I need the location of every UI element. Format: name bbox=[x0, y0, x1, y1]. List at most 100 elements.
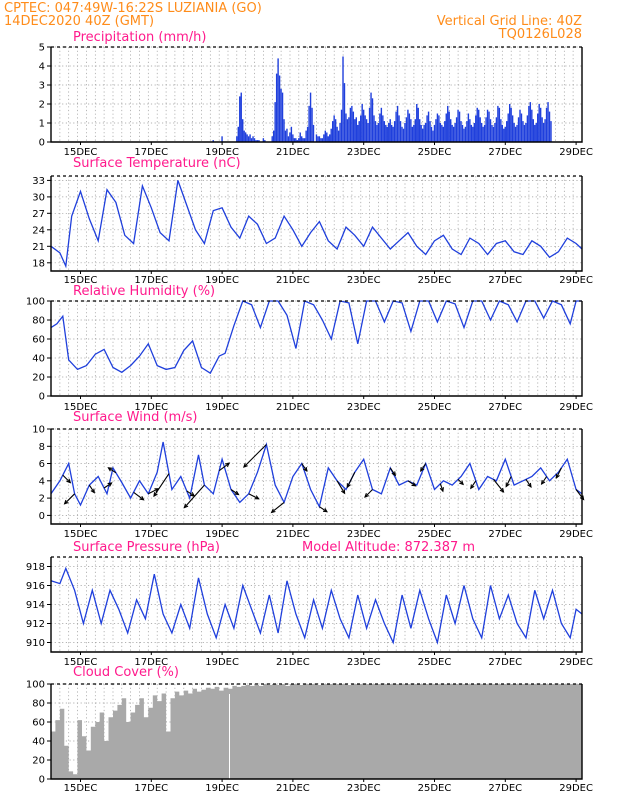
precip-bar bbox=[398, 115, 400, 142]
temperature-xtick-label: 17DEC bbox=[134, 275, 168, 286]
precip-bar bbox=[326, 132, 328, 142]
precip-ytick-label: 5 bbox=[39, 43, 45, 54]
wind-ytick-label: 10 bbox=[32, 425, 45, 436]
precip-bar bbox=[354, 119, 356, 142]
wind-wind-arrow bbox=[63, 493, 75, 505]
wind-arrow-head bbox=[346, 483, 351, 489]
precip-bar bbox=[373, 115, 375, 142]
temperature-xtick-label: 21DEC bbox=[276, 275, 310, 286]
cloud-xtick-label: 29DEC bbox=[559, 783, 593, 794]
precip-bar bbox=[427, 111, 430, 142]
precip-bar bbox=[295, 138, 297, 142]
wind-arrow-head bbox=[555, 473, 560, 480]
precip-bar bbox=[498, 107, 501, 142]
precip-bar bbox=[463, 128, 465, 142]
precip-bar bbox=[312, 124, 315, 142]
temperature-ytick-label: 33 bbox=[32, 176, 45, 187]
precip-bar bbox=[523, 124, 526, 142]
precip-bar bbox=[547, 102, 549, 142]
wind-arrow-head bbox=[322, 508, 328, 513]
wind-arrow-shaft bbox=[420, 463, 427, 472]
wind-wind-arrow bbox=[62, 474, 72, 484]
wind-arrow-shaft bbox=[336, 480, 346, 494]
wind-wind-arrow bbox=[319, 506, 328, 513]
precip-bar bbox=[395, 111, 397, 142]
precip-bar bbox=[339, 123, 341, 142]
wind-xtick-label: 17DEC bbox=[134, 529, 168, 540]
precip-bar bbox=[480, 123, 483, 142]
precip-bar bbox=[514, 126, 517, 142]
precip-bar bbox=[236, 136, 238, 142]
precip-bar bbox=[416, 104, 418, 142]
precip-bar bbox=[507, 113, 509, 142]
precip-bar bbox=[489, 119, 492, 142]
cloud-xtick-label: 21DEC bbox=[276, 783, 310, 794]
precip-bar bbox=[541, 117, 543, 142]
precip-bar bbox=[535, 123, 537, 142]
wind-arrow-head bbox=[254, 495, 260, 500]
humidity-ytick-label: 20 bbox=[32, 373, 45, 384]
wind-arrow-shaft bbox=[62, 474, 71, 483]
temperature-xtick-label: 23DEC bbox=[347, 275, 381, 286]
precip-bar bbox=[413, 124, 415, 142]
precip-bar bbox=[290, 126, 293, 142]
precip-bar bbox=[243, 130, 245, 142]
wind-xtick-label: 25DEC bbox=[418, 529, 452, 540]
precip-bar bbox=[301, 136, 303, 142]
precip-xtick-label: 17DEC bbox=[134, 147, 168, 158]
precip-bar bbox=[385, 124, 387, 142]
precip-bar bbox=[247, 136, 250, 142]
cloud-frame bbox=[50, 684, 583, 780]
header-station: CPTEC: 047:49W-16:22S LUZIANIA (GO) bbox=[4, 1, 262, 16]
precip-frame bbox=[50, 47, 583, 143]
precip-bar bbox=[519, 109, 521, 142]
wind-panel: 0 2 4 6 8 10 15DEC 17DEC 19DEC 21DEC 23DEC 25DEC 27D… bbox=[32, 410, 593, 540]
precip-bar bbox=[417, 107, 419, 142]
wind-arrow-shaft bbox=[555, 467, 562, 479]
wind-wind-arrow bbox=[243, 444, 267, 468]
precip-bar bbox=[221, 136, 223, 142]
temperature-frame bbox=[50, 176, 583, 272]
precip-bar bbox=[438, 115, 440, 142]
wind-xtick-label: 23DEC bbox=[347, 529, 381, 540]
wind-arrow-head bbox=[470, 484, 475, 490]
precip-bar bbox=[517, 117, 520, 142]
precip-bar bbox=[452, 126, 455, 142]
precip-bar bbox=[503, 128, 505, 142]
precip-bar bbox=[404, 123, 406, 142]
precip-bar bbox=[429, 121, 431, 142]
precip-bar bbox=[336, 126, 338, 142]
precip-ytick-label: 2 bbox=[39, 100, 45, 111]
cloud-xtick-label: 19DEC bbox=[205, 783, 239, 794]
precip-bar bbox=[388, 123, 390, 142]
wind-arrow-head bbox=[243, 463, 248, 468]
precip-bar bbox=[414, 119, 416, 142]
wind-arrow-head bbox=[225, 462, 231, 468]
wind-wind-arrow bbox=[540, 476, 548, 486]
wind-arrow-head bbox=[340, 489, 346, 495]
precip-bar bbox=[281, 92, 284, 142]
pressure-ytick-label: 916 bbox=[26, 581, 45, 592]
wind-arrow-head bbox=[499, 487, 505, 493]
wind-arrow-head bbox=[139, 496, 145, 501]
wind-arrow-head bbox=[391, 471, 397, 477]
precip-bar bbox=[466, 121, 468, 142]
temperature-ytick-label: 27 bbox=[32, 209, 45, 220]
precip-bar bbox=[410, 119, 412, 142]
wind-arrow-head bbox=[439, 487, 444, 493]
pressure-frame bbox=[50, 557, 583, 653]
precip-bar bbox=[421, 128, 424, 142]
precip-bar bbox=[280, 88, 282, 142]
wind-wind-arrow bbox=[230, 489, 240, 496]
wind-arrow-shaft bbox=[218, 462, 230, 472]
wind-arrow-shaft bbox=[493, 479, 504, 493]
precip-bar bbox=[274, 102, 276, 142]
cloud-title: Cloud Cover (%) bbox=[73, 665, 179, 680]
precip-bar bbox=[538, 104, 540, 142]
wind-ytick-label: 2 bbox=[39, 494, 45, 505]
wind-arrow-shaft bbox=[301, 463, 308, 472]
wind-arrow-shaft bbox=[407, 480, 416, 487]
precip-title: Precipitation (mm/h) bbox=[73, 30, 206, 45]
wind-arrow-head bbox=[107, 482, 113, 487]
precip-bar bbox=[454, 123, 456, 142]
